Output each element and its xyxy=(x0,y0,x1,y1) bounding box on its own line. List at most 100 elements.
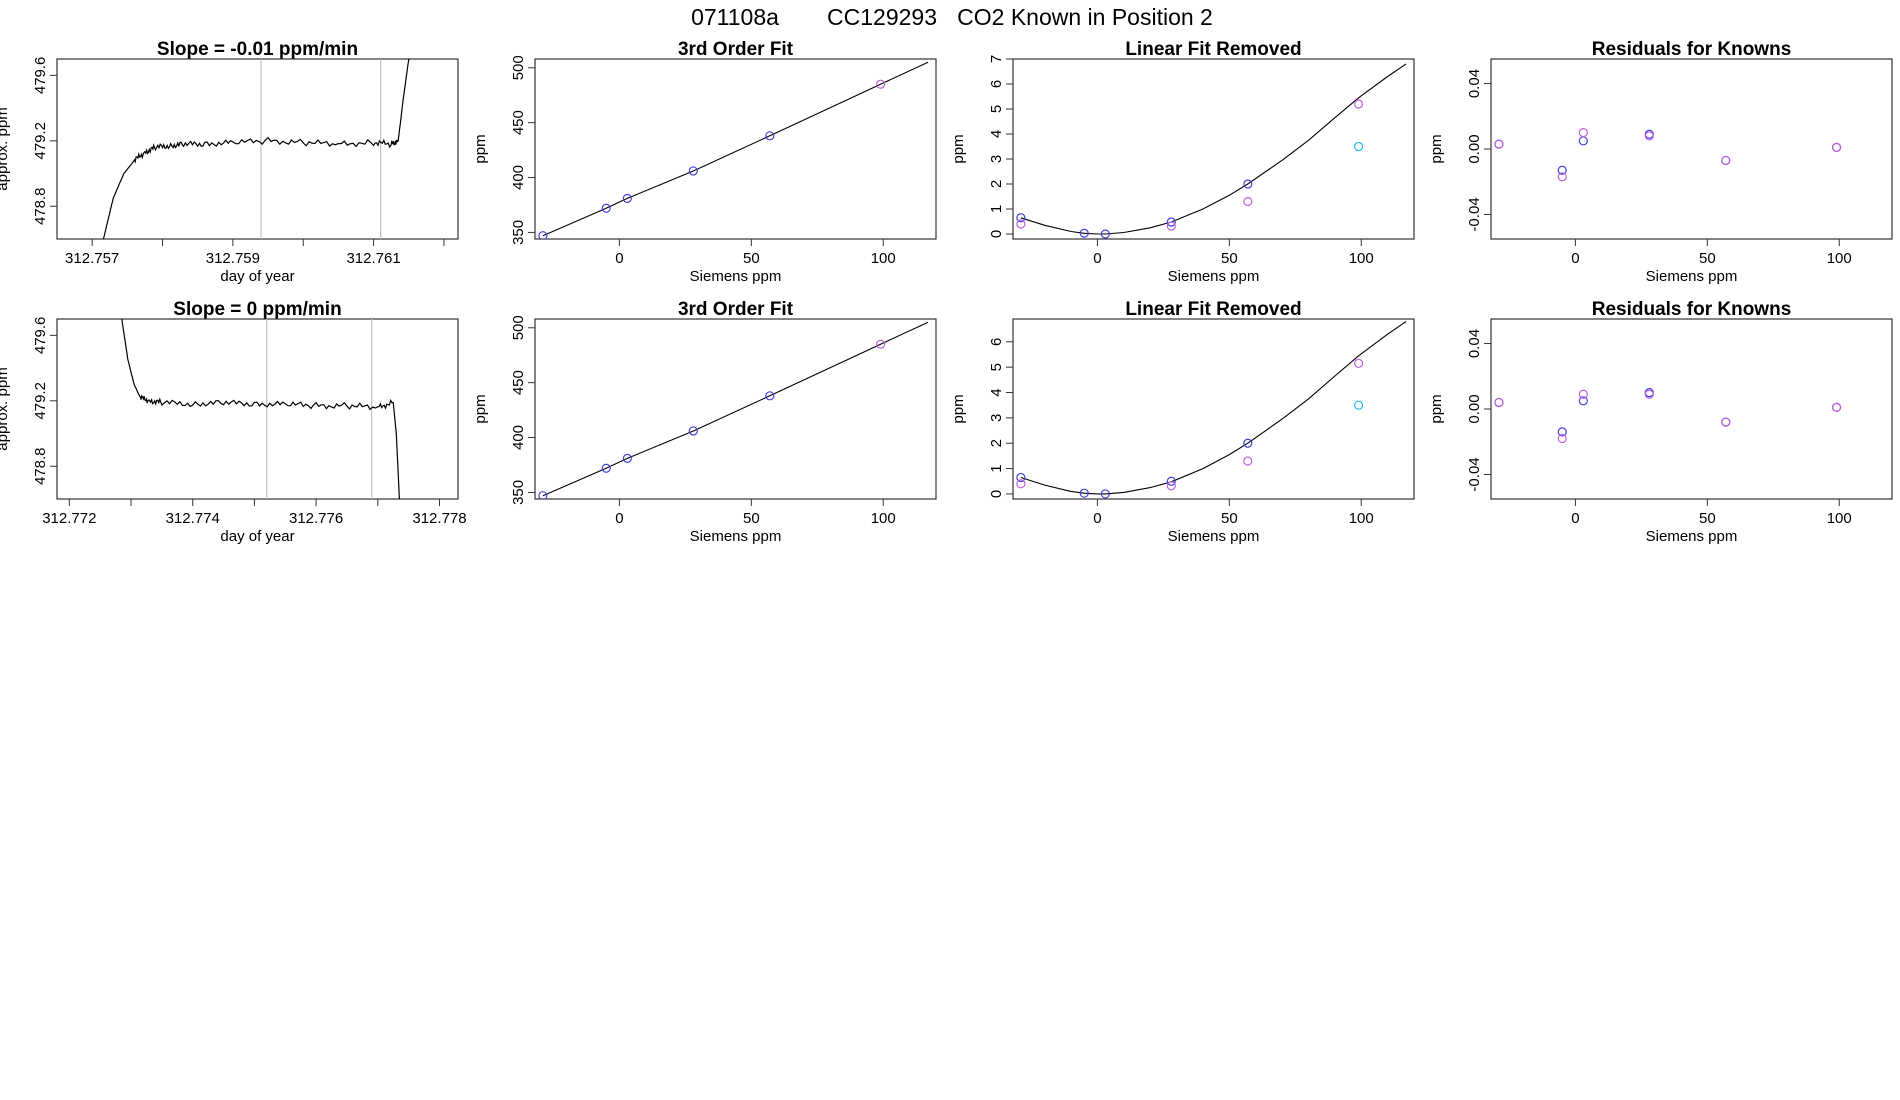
knowns-point xyxy=(1243,438,1253,448)
y-tick-label: -0.04 xyxy=(1466,197,1483,231)
concentration-trace xyxy=(121,319,400,499)
knowns-point xyxy=(688,426,698,436)
x-axis-label: Siemens ppm xyxy=(1646,268,1738,285)
knowns-point xyxy=(1100,229,1110,239)
fit-curve xyxy=(1020,321,1407,495)
y-tick-label: 500 xyxy=(510,55,527,80)
y-tick-label: 0.04 xyxy=(1466,329,1483,358)
outlier-point xyxy=(1353,141,1364,152)
panel-title: 3rd Order Fit xyxy=(678,299,794,320)
y-axis-label: ppm xyxy=(472,394,489,423)
run-id-label: 071108a xyxy=(691,4,779,30)
plot-frame xyxy=(56,318,459,500)
panel-1-1: Slope = -0.01 ppm/min 312.757 312.759 312.7… xyxy=(0,39,459,285)
knowns-point xyxy=(1079,488,1089,498)
x-tick-label: 312.759 xyxy=(206,250,260,267)
other-point xyxy=(1557,172,1567,182)
y-tick-label: 0.04 xyxy=(1466,69,1483,98)
x-tick-label: 312.778 xyxy=(412,510,466,527)
y-tick-label: 1 xyxy=(988,205,1005,213)
y-tick-label: 0 xyxy=(988,490,1005,498)
plot-area xyxy=(102,59,410,239)
x-axis-label: Siemens ppm xyxy=(690,528,782,545)
position-title: CO2 Known in Position 2 xyxy=(957,4,1213,30)
x-tick-label: 0 xyxy=(1093,510,1101,527)
panel-grid: Slope = -0.01 ppm/min 312.757 312.759 312.7… xyxy=(0,39,1893,545)
y-tick-label: 478.8 xyxy=(32,447,49,485)
y-tick-label: 5 xyxy=(988,105,1005,113)
other-point xyxy=(1721,417,1731,427)
knowns-point xyxy=(1016,213,1026,223)
y-tick-label: 1 xyxy=(988,464,1005,472)
panel-title: 3rd Order Fit xyxy=(678,39,794,60)
plot-frame xyxy=(56,58,459,240)
plot-frame xyxy=(1490,58,1893,240)
knowns-point xyxy=(688,166,698,176)
y-tick-label: 2 xyxy=(988,180,1005,188)
plot-area xyxy=(1494,388,1842,444)
other-point xyxy=(1016,479,1026,489)
y-axis-label: ppm xyxy=(472,134,489,163)
knowns-point xyxy=(1100,489,1110,499)
y-tick-label: 4 xyxy=(988,388,1005,396)
plot-frame xyxy=(534,318,937,500)
y-tick-label: 6 xyxy=(988,338,1005,346)
other-point xyxy=(1831,402,1842,412)
knowns-point xyxy=(1557,427,1567,437)
knowns-point xyxy=(1243,179,1253,189)
other-point xyxy=(1721,155,1731,166)
knowns-point xyxy=(765,131,775,141)
plot-frame xyxy=(534,58,937,240)
panel-1-3: Linear Fit Removed 0 50 100 0 1 2 3 4 5 6 7 Siemens … xyxy=(950,39,1415,285)
panel-title: Residuals for Knowns xyxy=(1592,299,1792,320)
y-tick-label: 400 xyxy=(510,425,527,450)
other-point xyxy=(1166,221,1176,231)
panel-2-4: Residuals for Knowns 0 50 100 -0.04 0.00 0.04 S… xyxy=(1428,299,1893,545)
other-point xyxy=(1166,481,1176,491)
x-tick-label: 50 xyxy=(1221,250,1238,267)
knowns-point xyxy=(1578,136,1588,146)
x-tick-label: 0 xyxy=(1571,510,1579,527)
x-axis-label: Siemens ppm xyxy=(1168,528,1260,545)
panel-1-4: Residuals for Knowns 0 50 100 -0.04 0.00 0.04 S… xyxy=(1428,39,1893,285)
knowns-point xyxy=(1166,476,1176,486)
x-tick-label: 100 xyxy=(871,510,896,527)
y-tick-label: 4 xyxy=(988,130,1005,138)
panel-1-2: 3rd Order Fit 0 50 100 350 400 450 500 Siemens p… xyxy=(472,39,937,285)
fit-curve xyxy=(1020,63,1407,235)
other-point xyxy=(1578,128,1588,138)
y-tick-label: 479.6 xyxy=(32,57,49,95)
other-point xyxy=(1494,139,1504,149)
knowns-point xyxy=(1166,217,1176,227)
other-point xyxy=(1243,196,1253,207)
knowns-point xyxy=(601,203,611,213)
knowns-point xyxy=(765,391,775,401)
y-tick-label: 2 xyxy=(988,439,1005,447)
knowns-point xyxy=(601,463,611,473)
panel-title: Linear Fit Removed xyxy=(1125,299,1301,320)
x-tick-label: 50 xyxy=(1699,510,1716,527)
x-tick-label: 50 xyxy=(1699,250,1716,267)
knowns-point xyxy=(1578,396,1588,406)
x-tick-label: 312.776 xyxy=(289,510,343,527)
concentration-trace xyxy=(102,59,410,239)
panel-2-2: 3rd Order Fit 0 50 100 350 400 450 500 Siemens p… xyxy=(472,299,937,545)
y-axis-label: ppm xyxy=(1428,134,1445,163)
y-tick-label: 3 xyxy=(988,155,1005,163)
knowns-point xyxy=(622,453,632,463)
x-axis-label: day of year xyxy=(220,528,294,545)
y-tick-label: 400 xyxy=(510,165,527,190)
x-tick-label: 100 xyxy=(1827,510,1852,527)
panel-2-1: Slope = 0 ppm/min 312.772 312.774 312.776 31… xyxy=(0,299,467,545)
y-tick-label: 350 xyxy=(510,480,527,505)
panel-2-3: Linear Fit Removed 0 50 100 0 1 2 3 4 5 6 Siemens p… xyxy=(950,299,1415,545)
x-tick-label: 50 xyxy=(1221,510,1238,527)
y-tick-label: 3 xyxy=(988,414,1005,422)
y-tick-label: 0 xyxy=(988,230,1005,238)
knowns-point xyxy=(622,193,632,203)
plot-area xyxy=(538,321,929,499)
other-point xyxy=(1494,397,1504,408)
y-tick-label: 0.00 xyxy=(1466,394,1483,423)
fit-curve xyxy=(542,321,929,497)
other-point xyxy=(875,79,886,89)
